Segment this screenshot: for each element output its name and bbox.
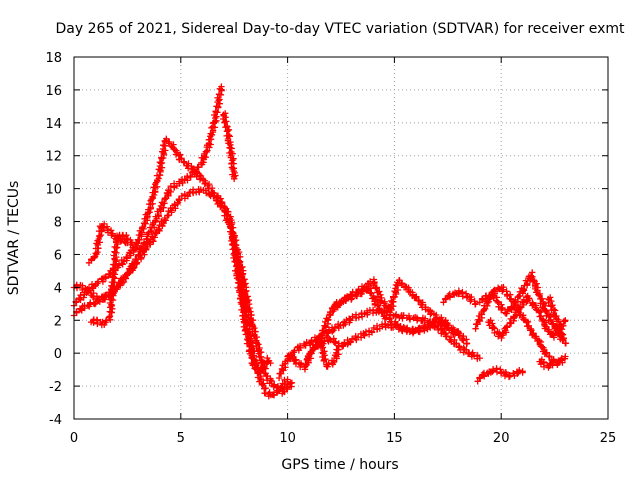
x-tick-label: 10 [279, 431, 296, 446]
plus-markers [228, 231, 274, 377]
chart-title: Day 265 of 2021, Sidereal Day-to-day VTE… [56, 21, 626, 37]
series-track-q [485, 292, 569, 342]
axis-ticks [73, 56, 609, 420]
x-tick-labels: 0 5 10 15 20 25 [70, 431, 616, 446]
y-tick-label: 10 [45, 183, 62, 198]
y-tick-label: 6 [54, 248, 62, 263]
data-points [70, 83, 570, 400]
plus-markers [220, 110, 239, 182]
y-tick-label: 18 [45, 51, 62, 66]
y-tick-labels: -4 -2 0 2 4 6 8 10 12 14 16 18 [45, 51, 62, 428]
x-tick-label: 20 [493, 431, 510, 446]
plus-markers [85, 220, 131, 266]
plus-markers [476, 269, 567, 344]
x-tick-label: 15 [386, 431, 403, 446]
series-track-f [220, 110, 239, 182]
plus-markers [545, 294, 570, 347]
series-track-d [87, 231, 146, 329]
series-track-s [545, 294, 570, 347]
series-track-a [70, 135, 291, 400]
series-track-e [85, 220, 131, 266]
y-tick-label: 8 [54, 216, 62, 231]
plus-markers [536, 356, 565, 371]
series-track-l [303, 332, 343, 370]
y-tick-label: 4 [54, 281, 62, 296]
y-tick-label: 16 [45, 84, 62, 99]
series-track-k [327, 283, 449, 336]
plus-markers [327, 283, 449, 336]
y-axis-label: SDTVAR / TECUs [6, 181, 22, 296]
y-tick-label: -2 [49, 380, 62, 395]
series-track-g [228, 231, 274, 377]
y-tick-label: 12 [45, 150, 62, 165]
y-tick-label: 14 [45, 117, 62, 132]
series-track-m [440, 287, 479, 308]
plot-frame [73, 56, 609, 420]
plus-markers [303, 332, 343, 370]
series-track-r [536, 356, 565, 371]
plus-markers [70, 135, 291, 400]
x-tick-label: 5 [177, 431, 185, 446]
plus-markers [87, 231, 146, 329]
x-tick-label: 0 [70, 431, 78, 446]
series-track-p [474, 365, 526, 385]
y-tick-label: 0 [54, 347, 62, 362]
series-track-o [476, 269, 567, 344]
plus-markers [485, 292, 569, 342]
plus-markers [474, 365, 526, 385]
x-axis-label: GPS time / hours [281, 457, 398, 473]
y-tick-label: -4 [49, 413, 62, 428]
x-tick-label: 25 [600, 431, 617, 446]
y-tick-label: 2 [54, 314, 62, 329]
plus-markers [440, 287, 479, 308]
